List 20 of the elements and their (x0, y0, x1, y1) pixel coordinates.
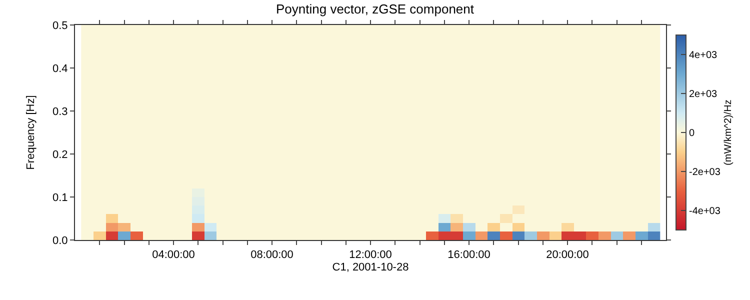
y-tick-label: 0.3 (52, 106, 68, 118)
color-bar-label: 0 (689, 128, 695, 139)
y-tick-label: 0.5 (52, 20, 68, 32)
color-bar-title: (mW/km^2)/Hz (722, 100, 734, 166)
x-tick-label: 04:00:00 (152, 249, 195, 262)
color-bar-label: -2e+03 (689, 167, 721, 178)
y-tick-label: 0.1 (52, 192, 68, 204)
y-tick-label: 0.0 (52, 234, 68, 247)
color-bar-label: 2e+03 (689, 89, 718, 100)
y-axis-title: Frequency [Hz] (25, 95, 38, 170)
color-bar-label: 4e+03 (689, 50, 718, 61)
x-tick-label: 08:00:00 (250, 249, 294, 262)
y-tick-label: 0.2 (52, 148, 68, 161)
x-tick-label: 20:00:00 (546, 249, 589, 262)
y-tick-label: 0.4 (52, 62, 68, 75)
x-axis-title: C1, 2001-10-28 (332, 261, 409, 274)
x-tick-label: 12:00:00 (349, 249, 392, 262)
color-bar-label: -4e+03 (689, 206, 721, 217)
chart-title: Poynting vector, zGSE component (276, 2, 474, 17)
x-tick-label: 16:00:00 (448, 249, 490, 262)
